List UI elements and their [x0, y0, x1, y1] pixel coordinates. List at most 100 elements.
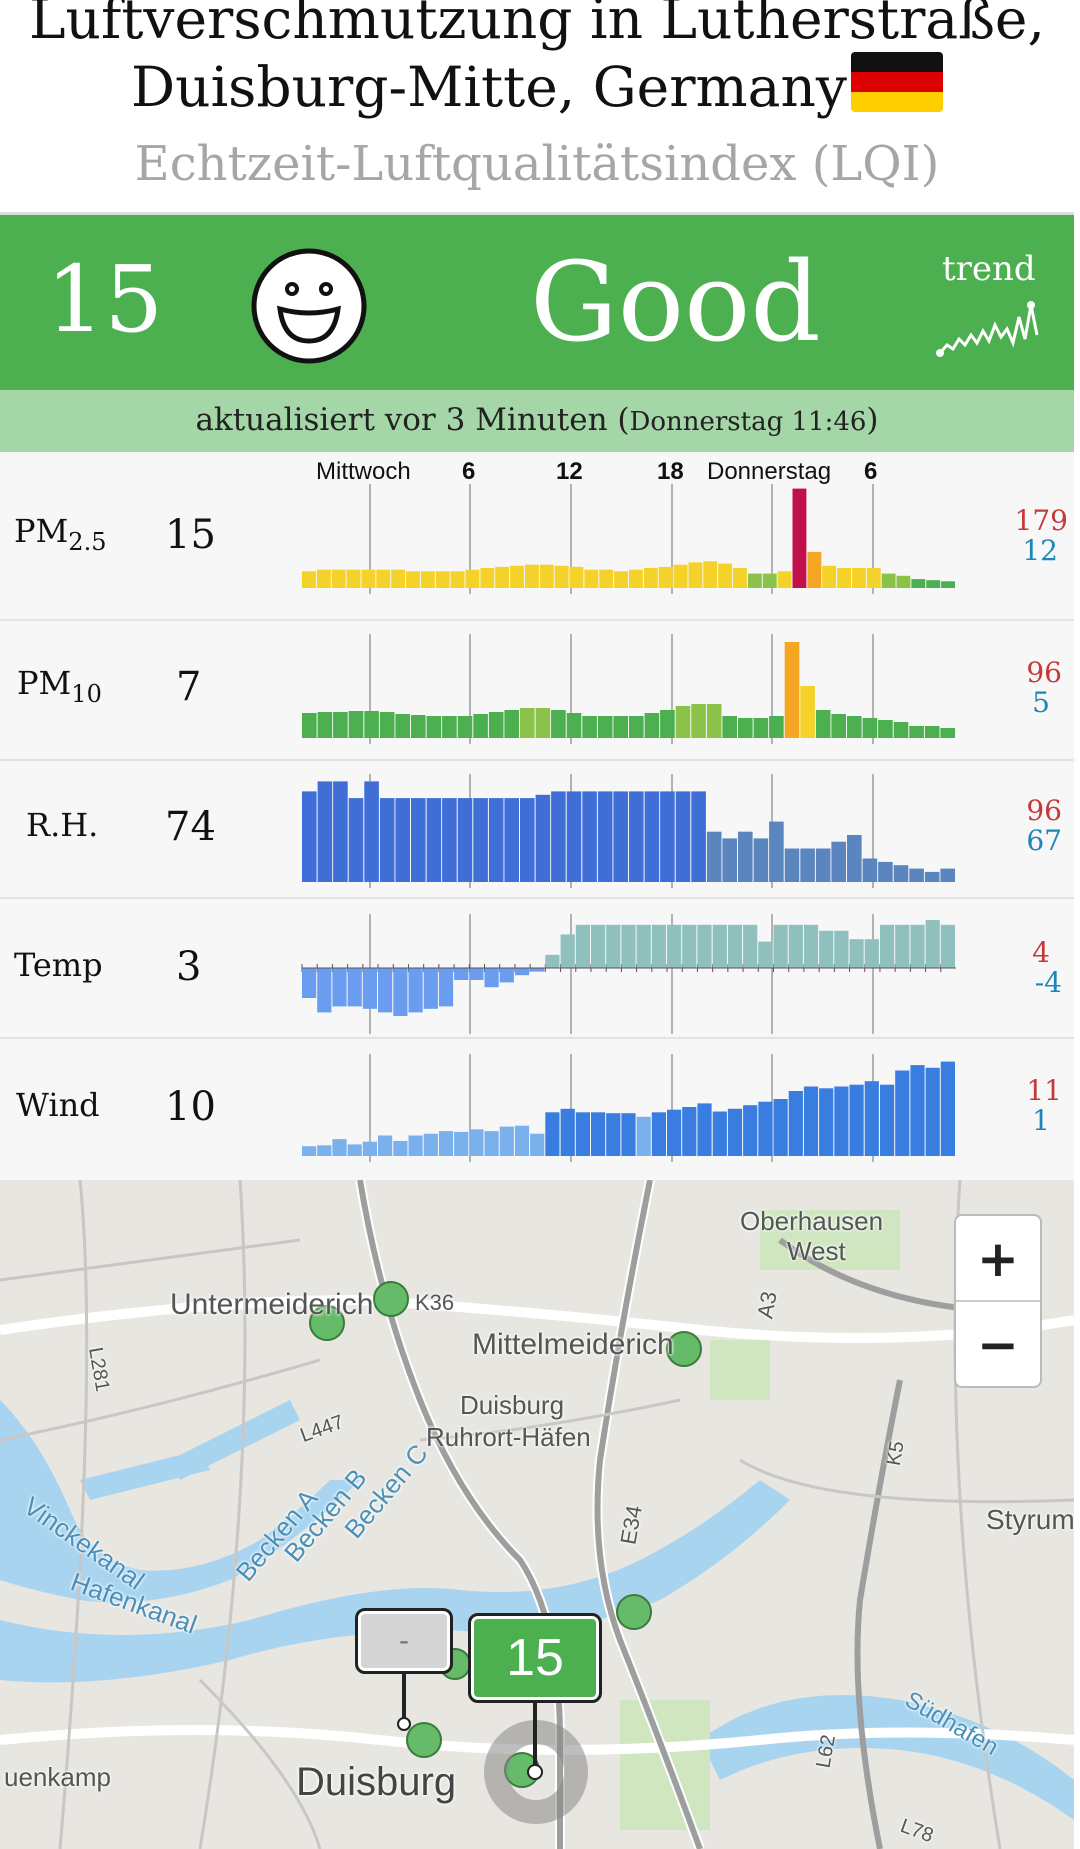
rh-bar [644, 791, 660, 882]
wind-bar [591, 1112, 606, 1156]
wind-bar [575, 1112, 590, 1156]
temp-bar [712, 924, 727, 968]
zoom-control: + − [954, 1214, 1042, 1388]
zoom-out-button[interactable]: − [977, 1316, 1019, 1374]
pm10-bar [488, 712, 504, 738]
pm25-bar [391, 569, 406, 588]
trend-sparkline-icon[interactable] [935, 295, 1040, 365]
rh-bar [940, 868, 955, 882]
wind-bar [423, 1133, 438, 1156]
rh-max: 96 [1026, 794, 1062, 827]
temp-bar [819, 930, 834, 968]
pm25-bar [941, 581, 955, 588]
aqi-value: 15 [46, 246, 164, 353]
pm25-bar [762, 573, 777, 588]
pm25-bar [376, 569, 391, 588]
pm25-bar [658, 566, 673, 588]
pm25-bar [792, 488, 807, 588]
wind-bar [788, 1091, 803, 1156]
temp-max: 4 [1032, 936, 1050, 969]
temp-bar [864, 939, 879, 968]
wind-bar [302, 1146, 317, 1156]
wind-bar [499, 1126, 514, 1156]
rh-bar [379, 798, 395, 882]
rh-bar [924, 871, 940, 882]
map-tiles[interactable] [0, 1180, 1074, 1849]
pm10-bar [644, 713, 660, 738]
pm10-bar [769, 716, 784, 738]
temp-bar [727, 924, 743, 968]
wind-bar [864, 1081, 879, 1156]
rh-bar [629, 791, 644, 882]
pm10-max: 96 [1026, 656, 1062, 689]
wind-bar [378, 1135, 393, 1156]
temp-bar [514, 968, 530, 976]
wind-bar [880, 1084, 895, 1156]
pm10-bar [582, 716, 597, 738]
pm10-bar [784, 642, 800, 738]
wind-bar [606, 1113, 621, 1156]
rh-current: 74 [165, 804, 216, 850]
zoom-in-button[interactable]: + [956, 1216, 1040, 1302]
rh-bar [333, 781, 348, 882]
pm10-bar [364, 711, 379, 738]
pm10-bar [302, 713, 317, 738]
temp-bar [302, 968, 317, 998]
pm25-max: 179 [1014, 504, 1068, 537]
rh-bar [660, 791, 675, 882]
pm25-bar [435, 571, 450, 588]
pm25-bar [896, 575, 911, 588]
pm25-bar [480, 568, 495, 588]
temp-bar [408, 968, 423, 1013]
map-label-duisburg-ruhrort: Duisburg [460, 1390, 565, 1420]
pm25-bar [495, 566, 510, 588]
map-label-uenkamp: uenkamp [4, 1762, 111, 1792]
map-label-west: West [787, 1236, 846, 1266]
pm10-bar [411, 715, 426, 738]
rh-bar [520, 798, 535, 882]
temp-label: Temp [14, 946, 103, 984]
wind-bar [332, 1139, 347, 1156]
pm10-bar [613, 716, 628, 738]
pm25-bar [316, 569, 331, 588]
pm10-bar [379, 712, 395, 738]
temp-bar [743, 924, 758, 968]
pm25-bar [852, 568, 866, 588]
wind-bar [895, 1070, 910, 1156]
rh-bar [706, 831, 722, 882]
update-text: aktualisiert vor 3 Minuten ( [195, 402, 630, 438]
pm25-bar [837, 568, 851, 588]
trend-label[interactable]: trend [942, 249, 1036, 289]
pm25-bar [450, 571, 465, 588]
wind-bar [758, 1101, 773, 1156]
rh-bar [769, 821, 784, 882]
rh-bar [893, 865, 909, 882]
temp-bar [697, 924, 712, 968]
pm25-bar [420, 571, 435, 588]
wind-bar [803, 1086, 819, 1156]
rh-bar [535, 794, 551, 882]
wind-bar [819, 1088, 834, 1156]
temp-bar [575, 924, 590, 968]
temp-bar [484, 968, 499, 988]
aqi-banner[interactable]: 15 Good trend [0, 212, 1074, 390]
wind-bar [560, 1108, 575, 1156]
station-pin-unavailable[interactable]: - [355, 1608, 453, 1674]
title-line-1: Luftverschmutzung in Lutherstraße, [29, 0, 1045, 51]
wind-bar [362, 1141, 377, 1156]
station-pin-current[interactable]: 15 [468, 1613, 602, 1703]
pm10-bar [566, 713, 582, 738]
station-map[interactable]: Oberhausen West Untermeiderich K36 Mitte… [0, 1180, 1074, 1849]
temp-bar [636, 924, 651, 968]
pm10-bar [348, 711, 364, 738]
pm10-bar [706, 704, 722, 738]
temp-bar [560, 934, 575, 968]
pm10-bar [473, 714, 488, 738]
temp-bar [910, 924, 925, 968]
wind-bar [347, 1144, 362, 1156]
wind-bar [651, 1112, 666, 1156]
update-status: aktualisiert vor 3 Minuten (Donnerstag 1… [0, 390, 1074, 452]
rh-bar [878, 861, 893, 882]
wind-min: 1 [1032, 1104, 1050, 1137]
temp-bar [499, 968, 514, 983]
